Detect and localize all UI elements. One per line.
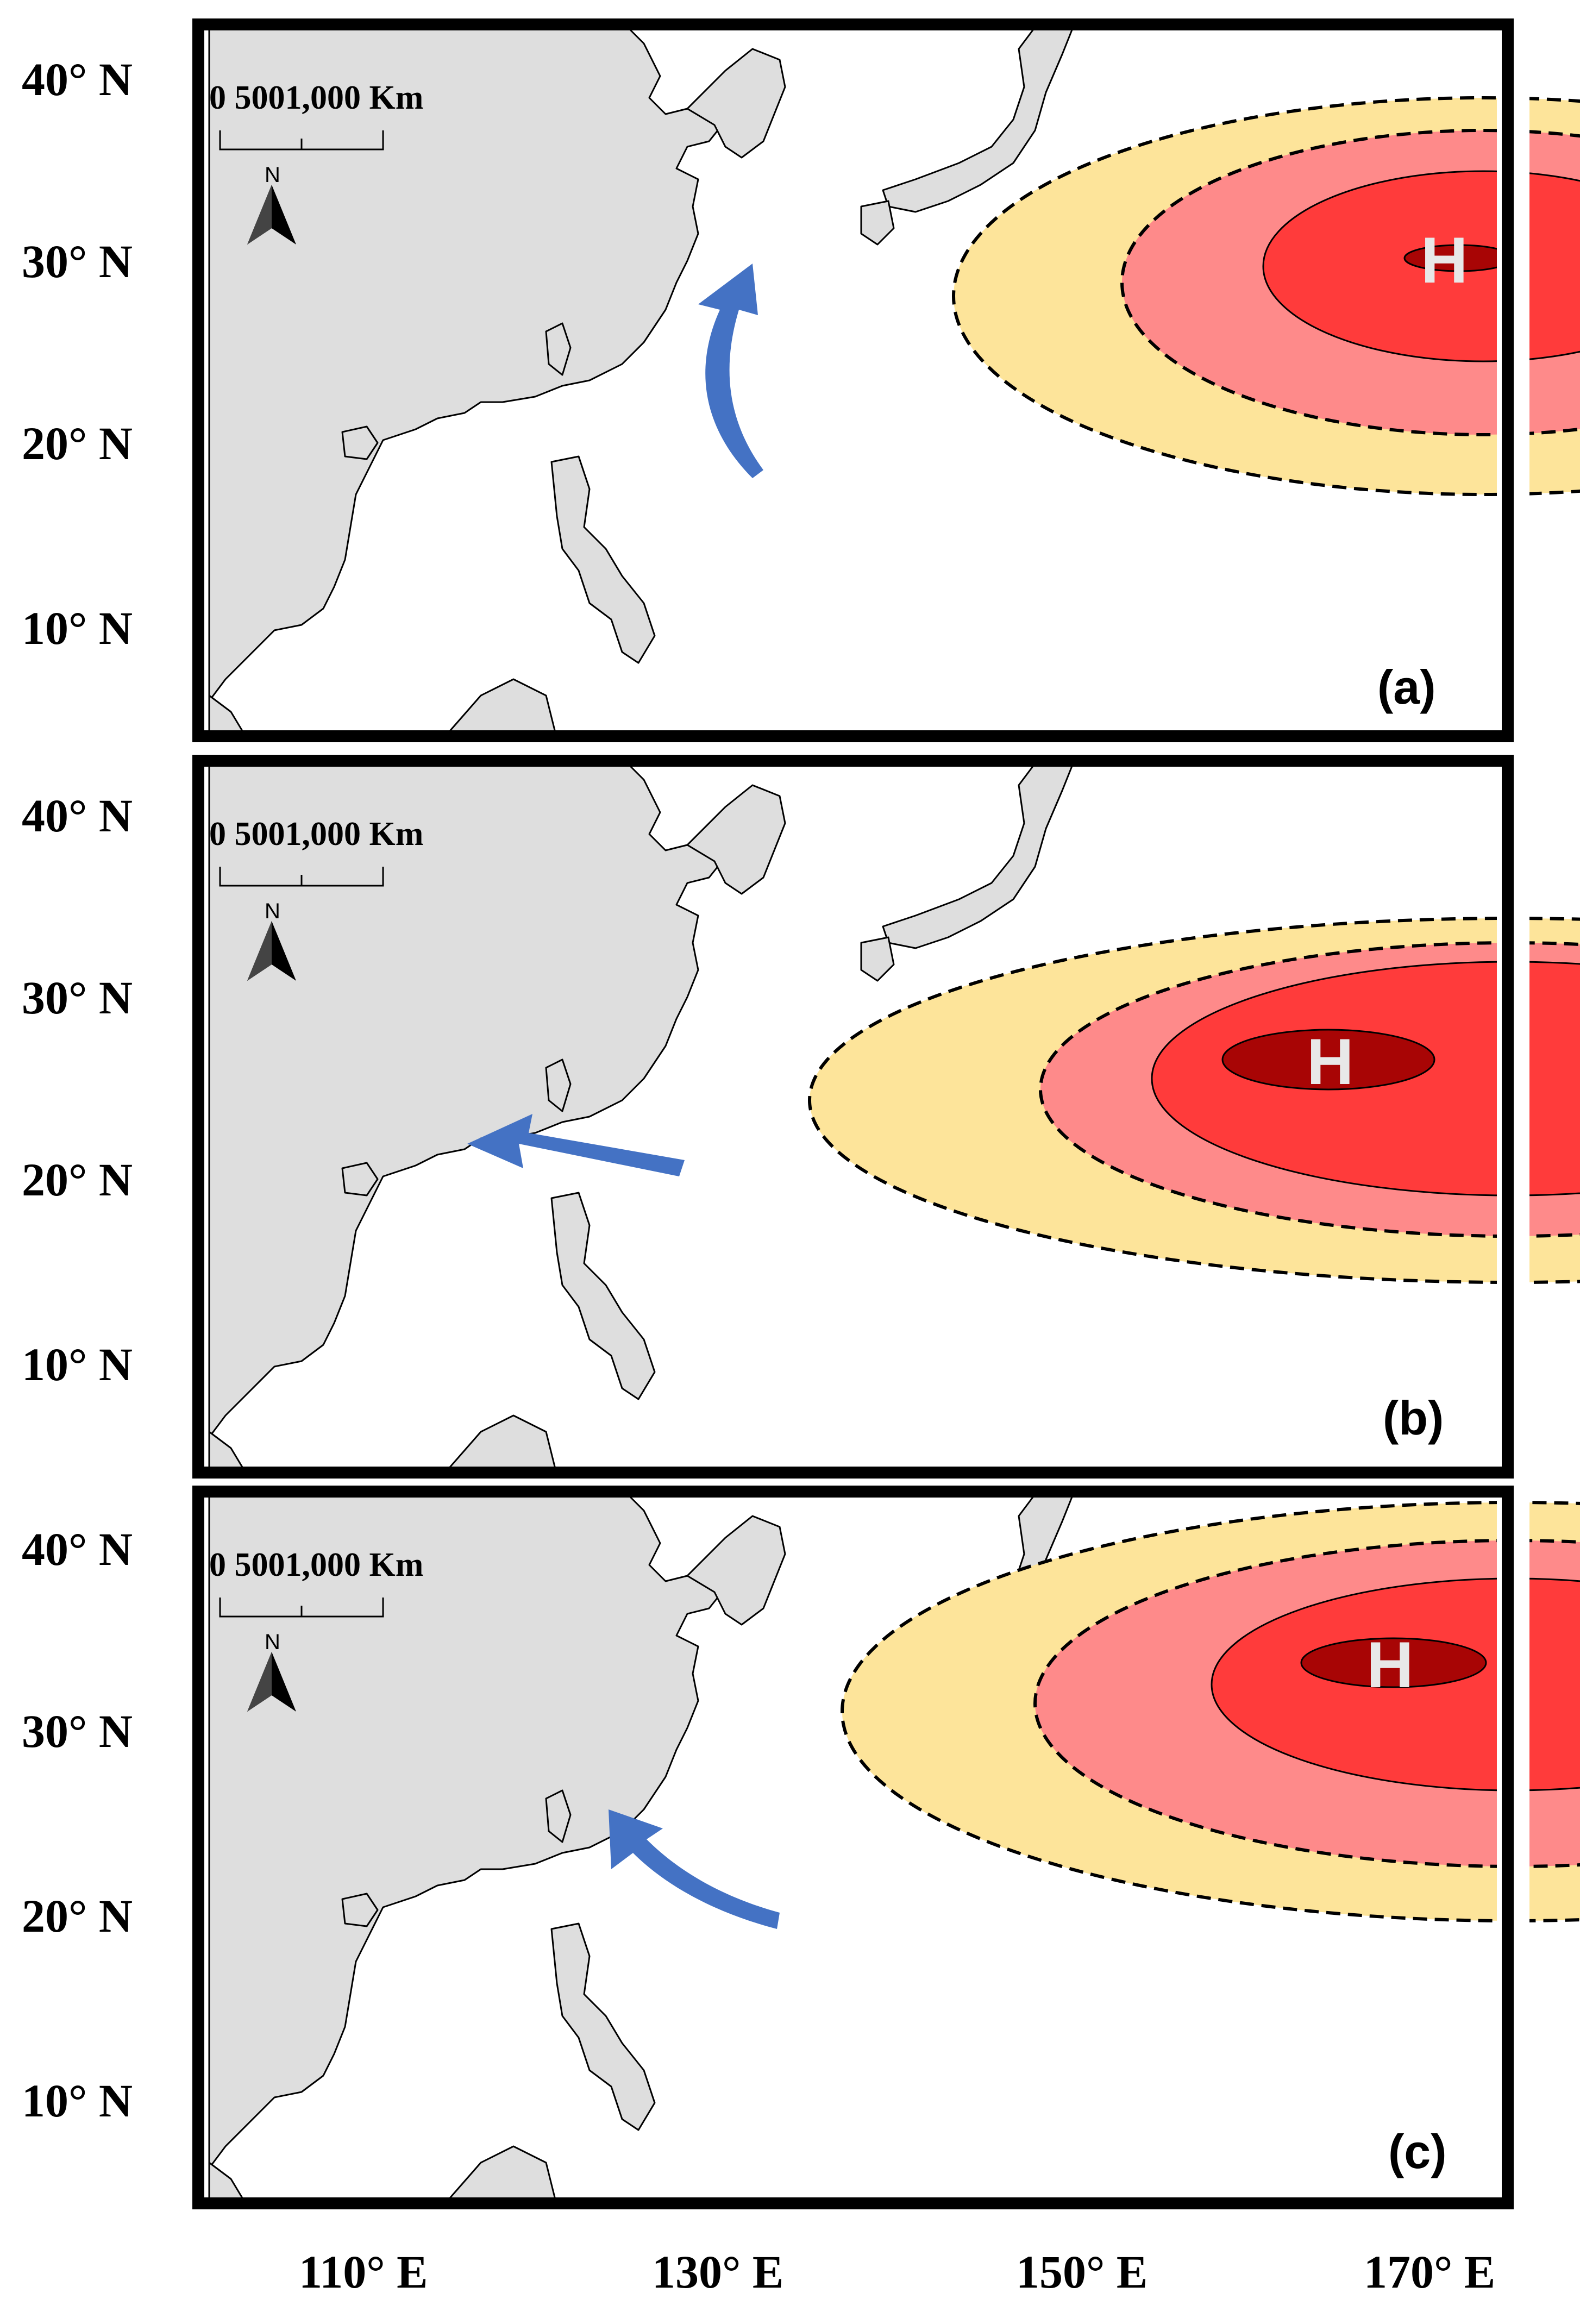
lat-10: 10° N xyxy=(22,1338,133,1390)
lat-40: 40° N xyxy=(22,53,133,105)
panel-a: H 0 5001,000 Km N (a) xyxy=(190,18,1580,742)
panel-label-c: (c) xyxy=(1388,2125,1447,2178)
lat-30: 30° N xyxy=(22,235,133,287)
flow-arrow-icon xyxy=(698,264,763,478)
lat-20: 20° N xyxy=(22,417,133,469)
lat-10: 10° N xyxy=(22,602,133,654)
flow-arrow-icon xyxy=(609,1809,780,1929)
lat-10: 10° N xyxy=(22,2075,133,2127)
core xyxy=(1300,1637,1487,1688)
panel-b: H 0 5001,000 Km N (b) xyxy=(190,755,1580,1479)
lat-40: 40° N xyxy=(22,1523,133,1575)
core xyxy=(1221,1029,1435,1091)
high-pressure-label: H xyxy=(1421,224,1468,297)
scale-bar-label: 0 5001,000 Km xyxy=(209,1546,423,1583)
lat-30: 30° N xyxy=(22,972,133,1024)
lat-20: 20° N xyxy=(22,1154,133,1206)
scale-bar-label: 0 5001,000 Km xyxy=(209,816,423,853)
lon-150: 150° E xyxy=(1016,2246,1148,2298)
lat-20: 20° N xyxy=(22,1890,133,1942)
north-letter: N xyxy=(265,163,280,187)
lon-130: 130° E xyxy=(652,2246,783,2298)
lon-170: 170° E xyxy=(1364,2246,1495,2298)
panel-label-b: (b) xyxy=(1383,1391,1444,1445)
panel-label-a: (a) xyxy=(1377,660,1436,714)
scale-bar-label: 0 5001,000 Km xyxy=(209,79,423,116)
latitude-labels-b: 40° N 30° N 20° N 10° N xyxy=(22,790,133,1390)
lat-30: 30° N xyxy=(22,1705,133,1757)
latitude-labels-a: 40° N 30° N 20° N 10° N xyxy=(22,53,133,654)
north-letter: N xyxy=(265,1630,280,1654)
flow-arrow-icon xyxy=(467,1114,685,1176)
north-letter: N xyxy=(265,899,280,923)
high-pressure-label: H xyxy=(1307,1025,1354,1098)
lon-110: 110° E xyxy=(299,2246,428,2298)
longitude-labels: 110° E 130° E 150° E 170° E xyxy=(299,2246,1495,2298)
latitude-labels-c: 40° N 30° N 20° N 10° N xyxy=(22,1523,133,2127)
panel-c: H 0 5001,000 Km N (c) xyxy=(190,1486,1580,2209)
high-pressure-label: H xyxy=(1366,1628,1414,1701)
lat-40: 40° N xyxy=(22,790,133,842)
